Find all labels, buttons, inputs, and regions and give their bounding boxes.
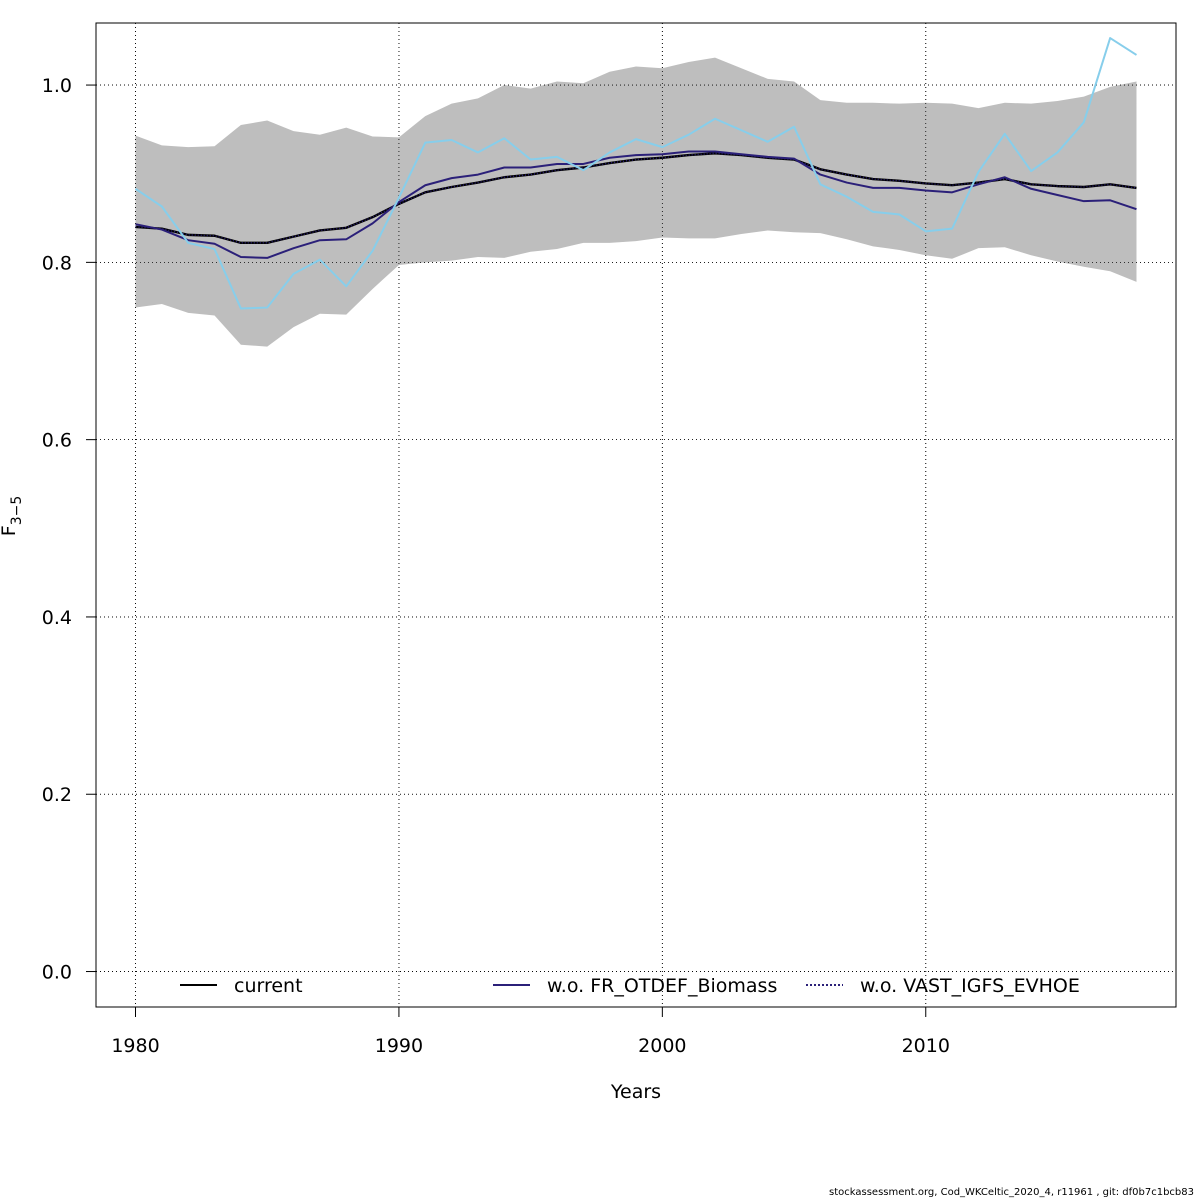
x-tick-label: 1980 (111, 1035, 159, 1057)
series-line-2 (135, 150, 1137, 259)
x-tick-label: 2010 (902, 1035, 950, 1057)
confidence-band-layer (135, 57, 1137, 347)
x-axis-title: Years (610, 1081, 661, 1103)
grid-lines-over-band (96, 23, 1176, 1007)
x-axis: 1980 1990 2000 2010 (111, 1006, 950, 1057)
footer-source-text: stockassessment.org, Cod_WKCeltic_2020_4… (829, 1187, 1194, 1198)
x-tick-label: 2000 (638, 1035, 686, 1057)
y-axis-title: F3−5 (0, 496, 25, 536)
legend-label-3: w.o. VAST_IGFS_EVHOE (860, 975, 1080, 997)
y-tick-label: 0.0 (42, 962, 72, 984)
legend-label-1: current (234, 975, 303, 997)
y-axis: 0.0 0.2 0.4 0.6 0.8 1.0 (42, 75, 96, 984)
legend-label-2: w.o. FR_OTDEF_Biomass (547, 975, 777, 997)
y-tick-label: 0.2 (42, 784, 72, 806)
x-tick-label: 1990 (375, 1035, 423, 1057)
confidence-band (135, 57, 1137, 347)
y-tick-label: 1.0 (42, 75, 72, 97)
legend: current w.o. FR_OTDEF_Biomass w.o. VAST_IG… (180, 975, 1080, 997)
y-axis-title-subscript: 3−5 (9, 496, 25, 526)
series-line-1 (135, 152, 1137, 245)
y-axis-title-main: F (0, 525, 20, 536)
series-layer (134, 37, 1138, 310)
series-line-3 (134, 37, 1138, 310)
y-tick-label: 0.8 (42, 252, 72, 274)
y-tick-label: 0.6 (42, 430, 72, 452)
y-tick-label: 0.4 (42, 607, 72, 629)
